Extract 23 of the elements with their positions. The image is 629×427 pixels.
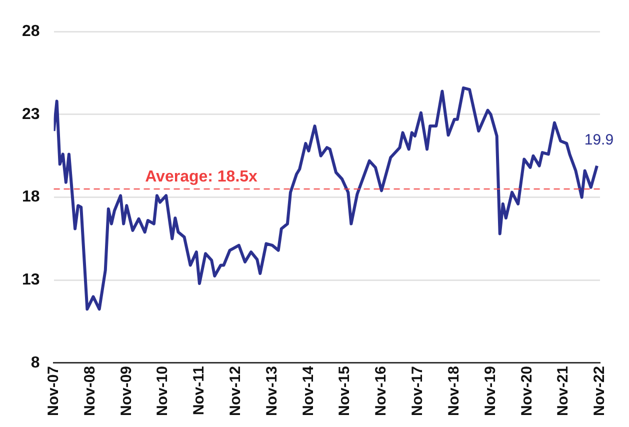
x-tick-label: Nov-22 <box>591 366 608 416</box>
y-tick-label: 23 <box>22 106 40 123</box>
x-tick-label: Nov-18 <box>445 366 462 416</box>
x-tick-label: Nov-07 <box>44 366 62 416</box>
y-tick-label: 28 <box>22 23 40 40</box>
x-tick-label: Nov-20 <box>518 366 536 416</box>
x-tick-label: Nov-17 <box>409 366 426 416</box>
x-tick-label: Nov-09 <box>118 366 135 416</box>
ref-line-label: Average: 18.5x <box>145 168 258 186</box>
y-tick-label: 13 <box>22 272 40 289</box>
x-tick-label: Nov-12 <box>227 366 244 416</box>
x-tick-label: Nov-21 <box>554 366 572 416</box>
x-tick-label: Nov-10 <box>154 366 172 416</box>
y-tick-label: 8 <box>30 354 40 372</box>
x-tick-label: Nov-11 <box>190 366 208 416</box>
annotation: 19.9 <box>584 131 614 148</box>
x-tick-label: Nov-16 <box>372 366 390 416</box>
x-tick-label: Nov-08 <box>81 366 98 416</box>
x-tick-label: Nov-14 <box>300 365 317 416</box>
x-tick-label: Nov-19 <box>482 366 499 416</box>
x-tick-label: Nov-13 <box>263 366 280 416</box>
x-tick-label: Nov-15 <box>336 366 354 416</box>
y-tick-label: 18 <box>22 188 40 206</box>
